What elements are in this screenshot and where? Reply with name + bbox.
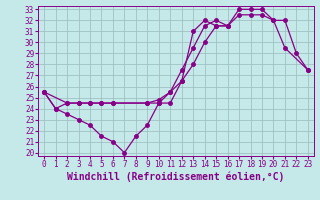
X-axis label: Windchill (Refroidissement éolien,°C): Windchill (Refroidissement éolien,°C) [67,172,285,182]
